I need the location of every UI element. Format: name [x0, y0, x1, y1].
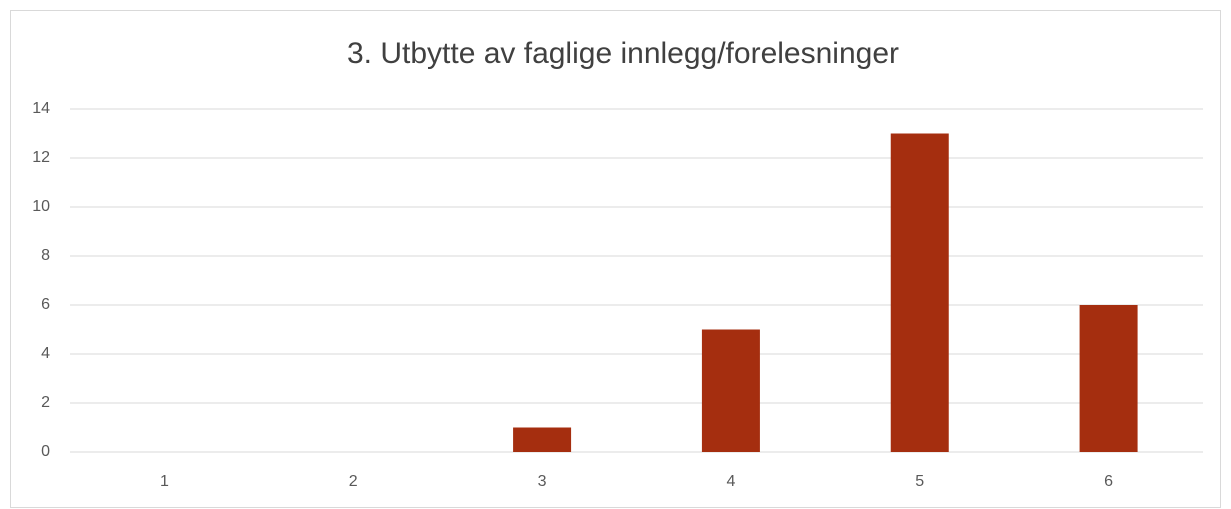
bar — [701, 329, 760, 452]
bar — [513, 427, 572, 452]
x-tick-label: 5 — [915, 473, 924, 490]
bar — [890, 133, 949, 452]
x-tick-label: 1 — [160, 473, 169, 490]
x-tick-label: 4 — [726, 473, 735, 490]
y-tick-label: 8 — [41, 247, 50, 264]
chart-title: 3. Utbytte av faglige innlegg/forelesnin… — [347, 37, 899, 70]
y-tick-label: 2 — [41, 394, 50, 411]
bar — [1079, 305, 1138, 452]
y-tick-label: 14 — [32, 100, 50, 117]
y-tick-label: 12 — [32, 149, 50, 166]
y-tick-label: 6 — [41, 296, 50, 313]
y-tick-label: 10 — [32, 198, 50, 215]
x-tick-label: 3 — [538, 473, 547, 490]
y-tick-label: 4 — [41, 345, 50, 362]
x-tick-label: 6 — [1104, 473, 1113, 490]
chart-frame — [10, 10, 1221, 508]
x-tick-label: 2 — [349, 473, 358, 490]
y-tick-label: 0 — [41, 443, 50, 460]
